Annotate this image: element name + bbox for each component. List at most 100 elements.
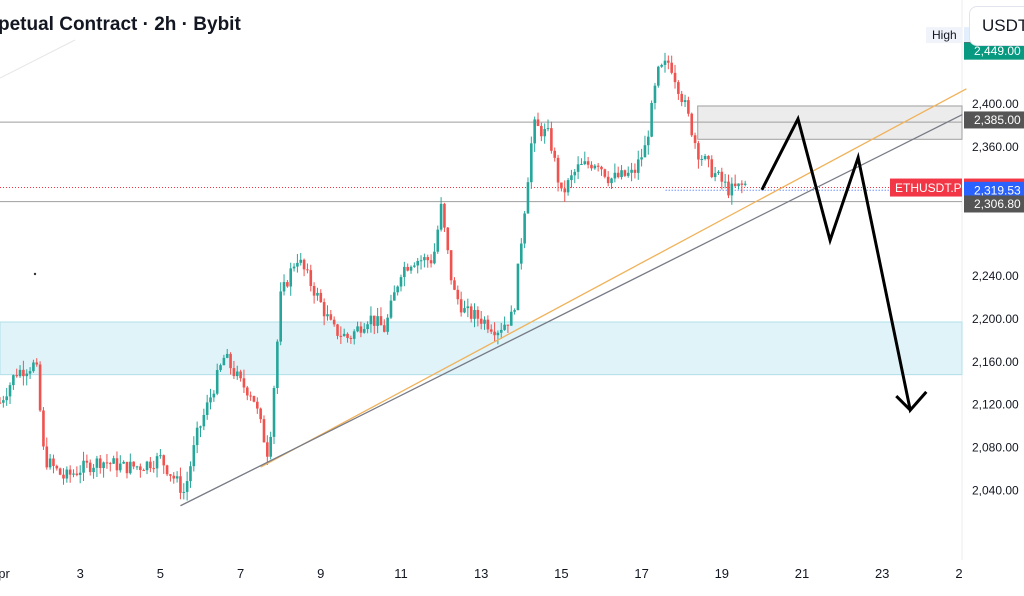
candle-body [433, 251, 436, 264]
guide-line [0, 39, 76, 79]
candle-body [0, 402, 2, 404]
currency-button[interactable]: USDT [969, 6, 1024, 46]
candle-body [85, 460, 89, 463]
candle-body [219, 365, 222, 371]
x-tick-label: 2 [955, 566, 962, 581]
candle-body [386, 317, 389, 332]
candle-body [369, 315, 373, 325]
candle-body [630, 169, 633, 173]
trendline-gray [180, 113, 963, 507]
candle-body [92, 467, 95, 473]
time-axis: pr 3 5 7 9 11 13 15 17 19 21 23 2 [0, 566, 963, 581]
candle-body [633, 169, 637, 173]
candle-body [322, 302, 326, 317]
candle-body [242, 378, 246, 388]
candle-body [550, 128, 553, 151]
candle-body [439, 203, 443, 230]
x-tick-label: 15 [554, 566, 568, 581]
arrow-head [895, 395, 912, 412]
candle-body [372, 315, 376, 326]
candle-body [697, 143, 700, 160]
y-tick-label: 2,360.00 [972, 140, 1019, 154]
candle-body [610, 178, 613, 184]
chart-title: petual Contract · 2h · Bybit [0, 14, 241, 35]
candle-body [553, 150, 557, 158]
candle-body [182, 491, 186, 493]
candle-body [673, 72, 677, 83]
candle-body [626, 172, 630, 176]
candle-body [436, 229, 440, 252]
candle-body [342, 333, 346, 337]
candle-body [423, 257, 426, 261]
candle-body [456, 289, 460, 300]
candle-body [653, 85, 657, 103]
candle-body [88, 462, 92, 473]
candle-body [453, 280, 456, 290]
candle-body [72, 473, 75, 475]
candle-body [139, 466, 142, 471]
candle-body [413, 265, 416, 267]
candle-body [566, 180, 570, 193]
candle-body [540, 125, 543, 137]
trendline-orange [260, 88, 967, 468]
candle-body [129, 461, 132, 474]
candle-body [25, 373, 29, 377]
candle-body [640, 157, 643, 160]
candle-body [382, 325, 386, 332]
candle-body [737, 183, 740, 187]
marker-dot [33, 272, 37, 276]
candle-body [286, 282, 289, 287]
candle-body [576, 164, 580, 172]
x-tick-label: pr [0, 566, 10, 581]
candle-body [312, 285, 316, 296]
candle-body [185, 481, 189, 492]
candle-body [38, 364, 42, 411]
candle-body [523, 213, 526, 244]
candle-body [35, 362, 39, 365]
candle-body [296, 262, 299, 267]
candle-body [690, 113, 694, 136]
candle-body [105, 462, 109, 464]
x-tick-label: 21 [795, 566, 809, 581]
candle-body [2, 400, 5, 403]
y-tick-label: 2,080.00 [972, 441, 1019, 455]
candle-body [677, 82, 680, 94]
candle-body [730, 183, 734, 196]
candle-body [429, 260, 433, 264]
candle-body [125, 461, 129, 474]
candle-body [112, 458, 115, 464]
candle-body [68, 469, 72, 475]
candle-body [366, 324, 369, 330]
candle-body [58, 468, 62, 475]
candle-body [169, 474, 172, 476]
candle-body [573, 171, 577, 176]
candle-body [596, 165, 600, 167]
x-tick-label: 23 [875, 566, 889, 581]
candle-body [606, 176, 610, 184]
y-tick-label: 2,040.00 [972, 484, 1019, 498]
candle-body [225, 353, 229, 358]
candle-body [349, 337, 353, 339]
candle-body [443, 203, 446, 228]
candle-body [249, 395, 252, 397]
candle-body [102, 462, 105, 469]
candle-body [493, 331, 496, 336]
price-tag-bg [964, 181, 1024, 199]
candle-body [693, 135, 697, 144]
candle-body [520, 243, 523, 264]
price-tag-bg [964, 42, 1024, 60]
candle-body [336, 324, 339, 336]
candle-body [560, 182, 563, 189]
y-tick-label: 2,240.00 [972, 269, 1019, 283]
candle-body [476, 309, 480, 319]
candle-body [179, 476, 182, 493]
candle-body [426, 257, 430, 261]
drawings-layer [33, 88, 967, 507]
candle-body [276, 341, 279, 388]
symbol-tag-bg [890, 178, 962, 197]
candle-body [513, 310, 516, 312]
candle-body [646, 136, 650, 146]
candle-body [536, 119, 540, 126]
